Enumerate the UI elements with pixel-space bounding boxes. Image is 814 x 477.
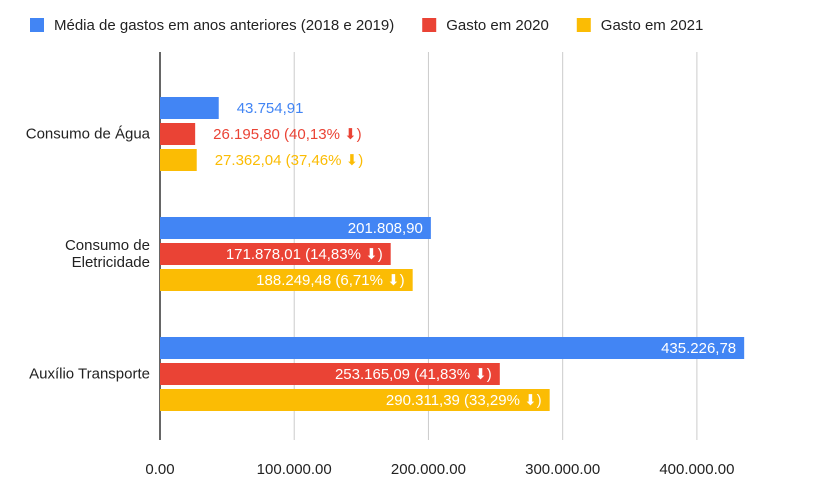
x-tick-label: 100.000.00 (257, 461, 332, 477)
data-label: 27.362,04 (37,46% ⬇) (215, 152, 364, 169)
legend-label: Gasto em 2020 (446, 17, 549, 34)
data-label: 26.195,80 (40,13% ⬇) (213, 126, 362, 143)
data-label: 290.311,39 (33,29% ⬇) (386, 392, 542, 409)
data-label: 435.226,78 (661, 340, 736, 357)
bar (160, 269, 413, 291)
legend-swatch (422, 18, 437, 32)
y-tick-label: Consumo de Eletricidade (64, 237, 150, 271)
bar (160, 389, 550, 411)
x-tick-label: 200.000.00 (391, 461, 466, 477)
bar (160, 363, 500, 385)
data-label: 43.754,91 (237, 100, 304, 117)
bar (160, 97, 219, 119)
data-label: 188.249,48 (6,71% ⬇) (256, 272, 405, 289)
x-tick-label: 300.000.00 (525, 461, 600, 477)
data-label: 201.808,90 (348, 220, 423, 237)
data-label: 171.878,01 (14,83% ⬇) (226, 246, 383, 263)
y-tick-label: Auxílio Transporte (29, 365, 150, 383)
legend-label: Gasto em 2021 (601, 17, 704, 34)
bar (160, 337, 745, 359)
legend-label: Média de gastos em anos anteriores (2018… (54, 17, 394, 34)
bar (160, 149, 197, 171)
y-tick-label: Consumo de Água (25, 125, 150, 143)
bar (160, 243, 391, 265)
data-label: 253.165,09 (41,83% ⬇) (335, 366, 492, 383)
bar (160, 123, 196, 145)
legend-swatch (30, 18, 44, 32)
x-tick-label: 400.000.00 (659, 461, 734, 477)
bar (160, 217, 431, 239)
x-tick-label: 0.00 (145, 461, 174, 477)
legend-swatch (576, 18, 591, 32)
